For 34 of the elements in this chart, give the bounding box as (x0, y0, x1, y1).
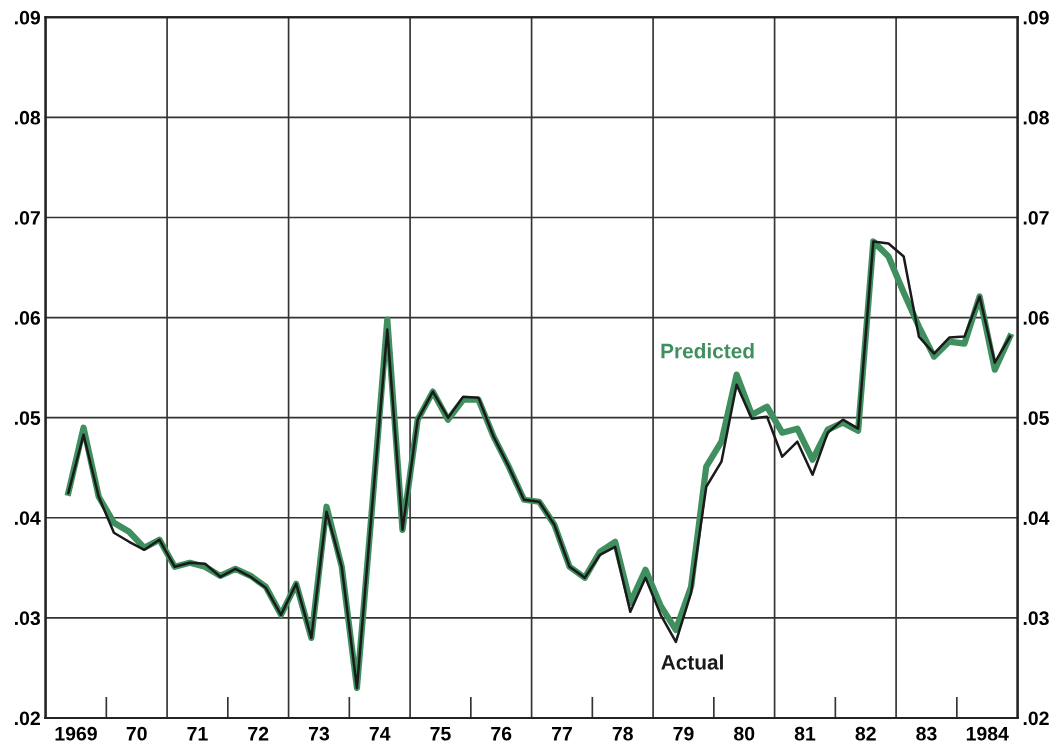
x-tick-label: 73 (308, 726, 330, 741)
x-tick-label: 81 (794, 726, 816, 741)
x-tick-label: 76 (491, 726, 512, 741)
y2-tick-label: .08 (1023, 110, 1049, 125)
x-tick-label: 83 (916, 726, 937, 741)
y-tick-label: .02 (15, 711, 40, 726)
x-tick-label: 74 (369, 727, 391, 741)
x-tick-label: 80 (734, 726, 755, 741)
y-tick-label: .04 (15, 511, 41, 525)
y2-tick-label: .04 (1023, 511, 1050, 525)
y2-tick-label: .05 (1023, 411, 1049, 425)
y-tick-label: .08 (15, 110, 41, 125)
x-tick-label: 75 (430, 727, 451, 741)
x-tick-label: 79 (673, 726, 694, 741)
series-label: Actual (661, 654, 723, 670)
x-tick-label: 77 (551, 727, 572, 741)
y2-tick-label: .09 (1023, 10, 1049, 25)
y-tick-label: .06 (15, 311, 41, 325)
y-tick-label: .05 (15, 411, 41, 425)
x-tick-label: 78 (612, 726, 633, 741)
x-tick-label: 1969 (55, 726, 97, 741)
x-tick-label: 72 (248, 726, 269, 741)
x-tick-label: 1984 (966, 726, 1009, 741)
y2-tick-label: .07 (1023, 210, 1049, 225)
x-tick-label: 82 (855, 726, 876, 741)
y-tick-label: .07 (15, 210, 40, 225)
y-tick-label: .09 (15, 10, 40, 25)
y2-tick-label: .06 (1023, 311, 1049, 325)
y2-tick-label: .03 (1023, 611, 1049, 626)
x-tick-label: 71 (187, 727, 208, 741)
x-tick-label: 70 (126, 726, 147, 741)
y-tick-label: .03 (15, 611, 41, 626)
y2-tick-label: .02 (1023, 711, 1049, 726)
series-label: Predicted (661, 343, 754, 359)
